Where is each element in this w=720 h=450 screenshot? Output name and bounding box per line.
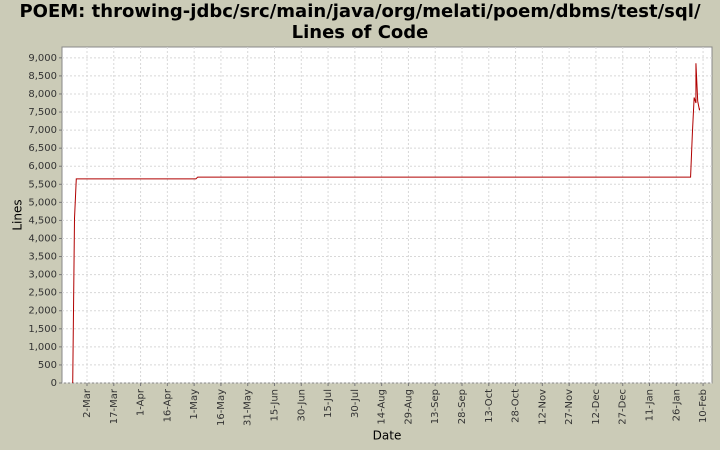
y-tick-label: 4,500 <box>28 215 57 226</box>
x-tick-label: 26-Jan <box>671 389 682 421</box>
y-tick-label: 1,000 <box>28 342 57 353</box>
x-tick-label: 13-Oct <box>484 389 495 423</box>
y-axis-label: Lines <box>11 199 25 230</box>
y-tick-label: 8,500 <box>28 71 57 82</box>
y-tick-label: 5,500 <box>28 179 57 190</box>
x-axis-label: Date <box>373 429 402 443</box>
x-tick-label: 27-Nov <box>564 389 575 425</box>
y-tick-label: 8,000 <box>28 89 57 100</box>
x-tick-label: 10-Feb <box>698 389 709 423</box>
x-tick-label: 16-May <box>216 389 227 426</box>
y-tick-label: 2,000 <box>28 306 57 317</box>
x-tick-label: 12-Nov <box>537 389 548 425</box>
x-tick-label: 1-May <box>189 389 200 420</box>
chart-title: POEM: throwing-jdbc/src/main/java/org/me… <box>19 1 700 22</box>
y-tick-label: 500 <box>38 360 57 371</box>
x-tick-label: 29-Aug <box>403 389 414 425</box>
x-tick-label: 15-Jul <box>323 389 334 418</box>
x-tick-label: 28-Sep <box>457 389 468 424</box>
x-tick-label: 28-Oct <box>511 389 522 423</box>
x-tick-label: 11-Jan <box>645 389 656 421</box>
y-tick-label: 6,000 <box>28 161 57 172</box>
y-tick-label: 5,000 <box>28 197 57 208</box>
y-tick-label: 6,500 <box>28 143 57 154</box>
x-tick-label: 30-Jun <box>296 389 307 422</box>
chart-subtitle: Lines of Code <box>292 22 429 43</box>
x-tick-label: 15-Jun <box>270 389 281 422</box>
x-tick-label: 16-Apr <box>162 388 173 422</box>
y-tick-label: 4,000 <box>28 233 57 244</box>
y-tick-label: 9,000 <box>28 53 57 64</box>
y-tick-label: 3,500 <box>28 252 57 263</box>
x-tick-label: 30-Jul <box>350 389 361 418</box>
x-tick-label: 1-Apr <box>136 388 147 416</box>
x-tick-label: 27-Dec <box>618 389 629 425</box>
x-tick-label: 13-Sep <box>430 389 441 424</box>
y-tick-label: 7,000 <box>28 125 57 136</box>
y-tick-label: 7,500 <box>28 107 57 118</box>
y-tick-label: 1,500 <box>28 324 57 335</box>
y-tick-label: 0 <box>51 378 57 389</box>
x-tick-label: 31-May <box>243 389 254 426</box>
x-tick-label: 12-Dec <box>591 389 602 425</box>
x-tick-label: 14-Aug <box>377 389 388 425</box>
y-tick-label: 3,000 <box>28 270 57 281</box>
y-tick-label: 2,500 <box>28 288 57 299</box>
data-line <box>72 63 700 384</box>
x-tick-label: 17-Mar <box>109 388 120 424</box>
x-tick-label: 2-Mar <box>82 388 93 418</box>
plot-area <box>61 46 713 384</box>
